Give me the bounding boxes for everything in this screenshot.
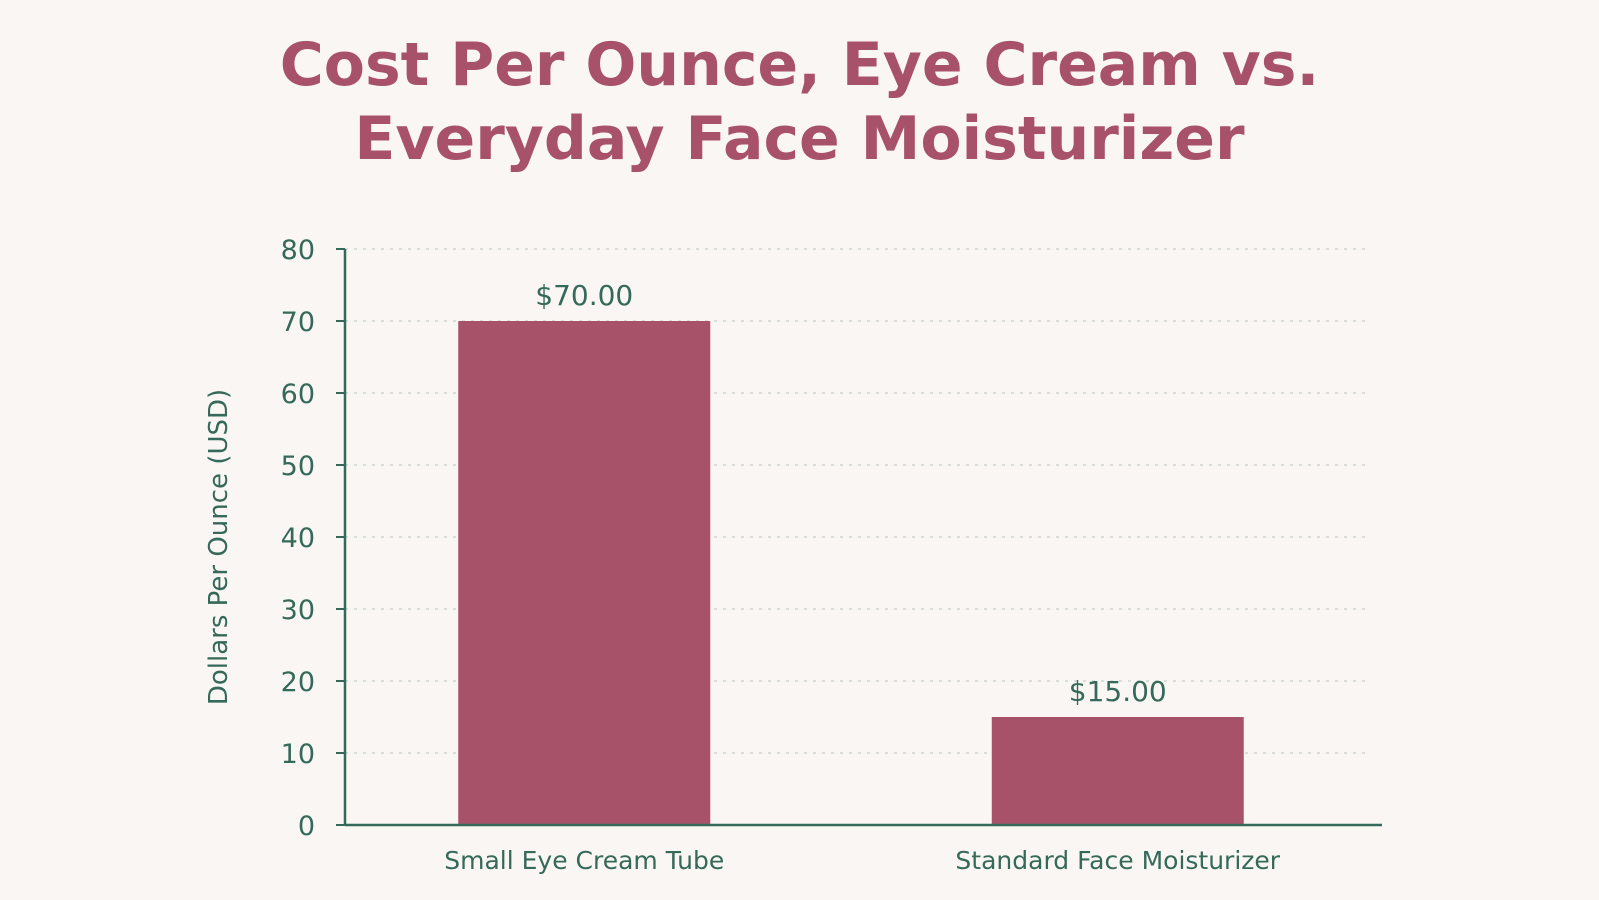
y-tick-label: 30 [281,595,315,626]
y-tick-label: 20 [281,667,315,698]
x-category-label: Small Eye Cream Tube [444,846,724,875]
y-tick-label: 10 [281,739,315,770]
bar-1 [458,321,711,825]
y-tick-label: 80 [281,235,315,266]
y-tick-label: 40 [281,523,315,554]
bar-2 [991,717,1244,825]
bar-data-label: $70.00 [535,279,633,312]
y-tick-label: 60 [281,379,315,410]
y-tick-label: 70 [281,307,315,338]
y-axis-title: Dollars Per Ounce (USD) [204,389,234,705]
data-labels: $70.00 $15.00 [535,279,1166,708]
bar-data-label: $15.00 [1069,675,1167,708]
bars [458,321,1244,825]
y-ticks: 0 10 20 30 40 50 60 70 80 [281,235,345,842]
chart-title-line-1: Cost Per Ounce, Eye Cream vs. [279,30,1320,100]
y-tick-label: 50 [281,451,315,482]
y-tick-label: 0 [298,811,315,842]
chart-title: Cost Per Ounce, Eye Cream vs. Everyday F… [0,28,1599,176]
chart-title-line-2: Everyday Face Moisturizer [354,104,1245,174]
x-category-labels: Small Eye Cream Tube Standard Face Moistu… [444,846,1281,875]
x-category-label: Standard Face Moisturizer [955,846,1280,875]
